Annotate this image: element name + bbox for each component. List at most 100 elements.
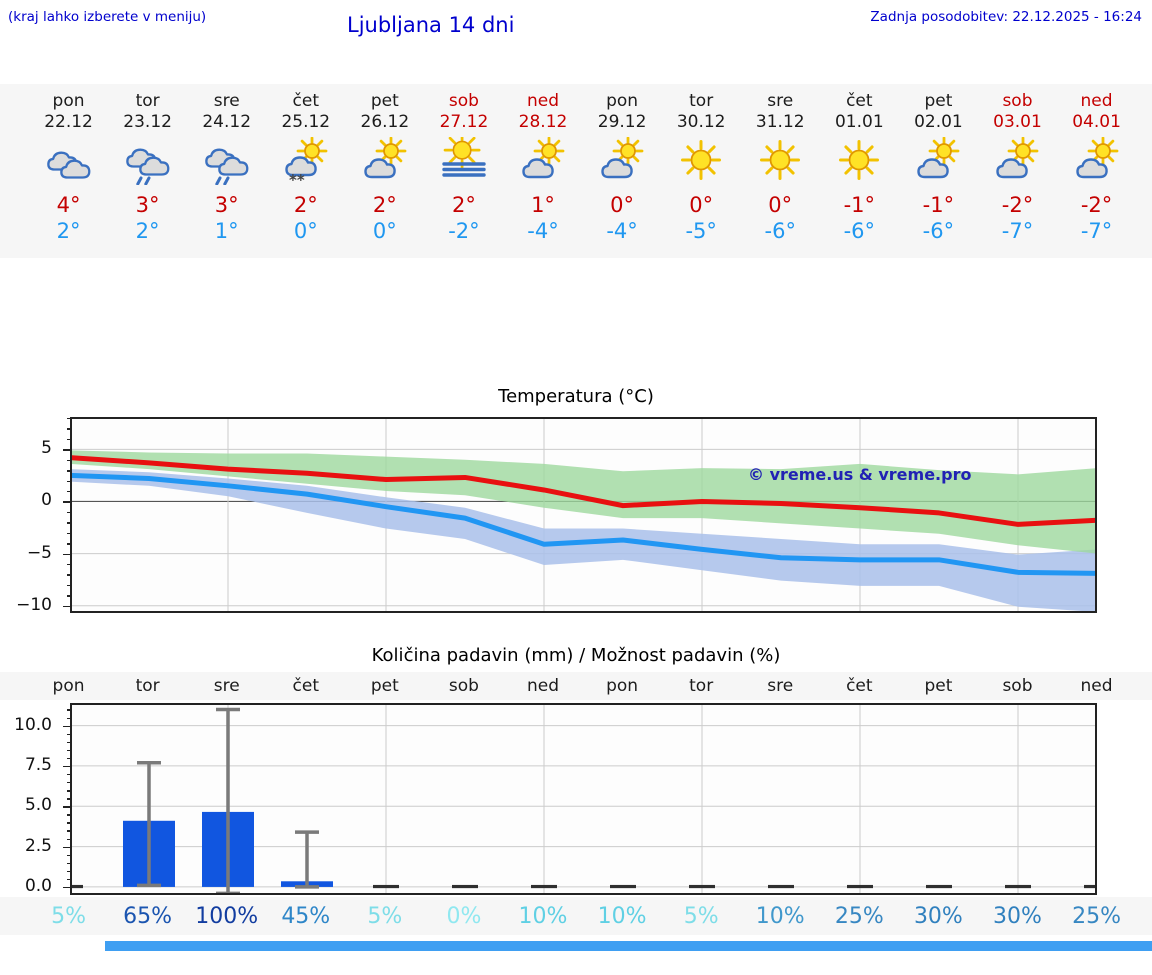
high-temperature: 0° — [610, 193, 635, 217]
precip-day-label: pet — [924, 676, 953, 696]
forecast-day-column: tor 30.12 0° -5° — [662, 84, 741, 258]
minor-tick — [66, 574, 70, 576]
y-tick-label: 10.0 — [14, 714, 52, 735]
weather-icon-partly-sunny — [914, 137, 962, 185]
minor-tick — [66, 814, 70, 816]
day-name: sob — [448, 91, 479, 111]
precip-probability-label: 65% — [123, 904, 173, 929]
low-temperature: 0° — [293, 219, 318, 243]
day-date: 04.01 — [1072, 112, 1121, 132]
precip-day-labels-row: pon tor sre čet pet sob ned pon tor sre čet pet sob n… — [29, 674, 1136, 698]
minor-tick — [66, 798, 70, 800]
low-temperature: -6° — [922, 219, 955, 243]
weather-icon-partly-sunny — [361, 137, 409, 185]
last-updated-text: Zadnja posodobitev: 22.12.2025 - 16:24 — [870, 9, 1142, 25]
low-temperature: 2° — [56, 219, 81, 243]
forecast-day-column: sob 27.12 2° -2° — [424, 84, 503, 258]
low-temperature: -7° — [1001, 219, 1034, 243]
day-name: tor — [135, 91, 160, 111]
minor-tick — [66, 773, 70, 776]
day-name: ned — [1080, 91, 1113, 111]
y-tick-label: 5.0 — [24, 795, 52, 816]
low-temperature: -5° — [685, 219, 717, 243]
high-temperature: 2° — [293, 193, 318, 217]
minor-tick — [66, 870, 70, 873]
low-temperature: 1° — [214, 219, 239, 243]
weather-icon-partly-sunny — [1073, 137, 1121, 185]
day-name: čet — [846, 91, 873, 111]
major-tick — [63, 553, 70, 555]
low-temperature: -2° — [448, 219, 480, 243]
precip-probability-label: 30% — [913, 904, 963, 929]
day-name: sre — [767, 91, 794, 111]
low-temperature: 2° — [135, 219, 160, 243]
precip-day-label: pon — [52, 676, 85, 696]
minor-tick — [66, 511, 70, 514]
high-temperature: 0° — [768, 193, 793, 217]
day-name: sob — [1002, 91, 1033, 111]
menu-hint-text: (kraj lahko izberete v meniju) — [8, 9, 207, 25]
day-name: pon — [606, 91, 639, 111]
weather-icon-cloudy — [45, 137, 93, 185]
y-tick-label: 2.5 — [24, 835, 52, 856]
day-date: 30.12 — [676, 112, 726, 132]
y-tick-label: 5 — [41, 438, 52, 459]
high-temperature: -1° — [922, 193, 955, 217]
precip-day-label: ned — [526, 676, 560, 696]
high-temperature: -1° — [843, 193, 876, 217]
day-date: 23.12 — [123, 112, 172, 132]
precip-probability-label: 30% — [993, 904, 1042, 929]
precip-probability-label: 10% — [597, 904, 647, 929]
minor-tick — [66, 522, 70, 524]
major-tick — [63, 886, 70, 889]
bottom-scrollbar[interactable] — [105, 941, 1152, 951]
forecast-day-column: ned 28.12 1° -4° — [503, 84, 582, 258]
precip-probability-label: 10% — [518, 904, 568, 929]
y-tick-label: 0 — [41, 490, 52, 511]
precip-day-label: ned — [1080, 676, 1113, 696]
precip-day-label: sre — [213, 676, 240, 696]
minor-tick — [66, 459, 70, 462]
major-tick — [63, 605, 70, 608]
precip-day-label: tor — [689, 676, 714, 696]
high-temperature: 0° — [689, 193, 714, 217]
weather-icon-partly-sunny — [993, 137, 1041, 185]
precip-day-label: pet — [370, 676, 399, 696]
precip-day-label: čet — [292, 676, 320, 696]
low-temperature: -4° — [527, 219, 559, 243]
forecast-day-column: sob 03.01 -2° -7° — [978, 84, 1057, 258]
weather-icon-partly-sunny — [598, 137, 646, 185]
precip-probability-label: 5% — [683, 904, 719, 929]
weather-icon-snow-shower — [282, 137, 330, 185]
day-date: 01.01 — [834, 112, 884, 132]
day-name: ned — [526, 91, 560, 111]
day-date: 22.12 — [44, 112, 93, 132]
percent-strip-background — [0, 897, 1152, 935]
precip-probability-label: 25% — [834, 904, 884, 929]
minor-tick — [66, 428, 70, 430]
minor-tick — [66, 757, 70, 760]
precip-day-label: tor — [135, 676, 160, 696]
precipitation-y-axis-labels: 10.0 7.5 5.0 2.5 0.0 — [0, 703, 62, 896]
minor-tick — [66, 470, 70, 472]
forecast-day-column: čet 25.12 2° 0° — [266, 84, 345, 258]
precip-day-label: pon — [606, 676, 639, 696]
high-temperature: 1° — [531, 193, 555, 217]
minor-tick — [66, 862, 70, 865]
low-temperature: 0° — [372, 219, 397, 243]
low-temperature: -4° — [606, 219, 638, 243]
precipitation-y-axis-ticks — [62, 703, 70, 895]
day-date: 29.12 — [597, 112, 647, 132]
precip-probability-row: 5% 65% 100% 45% 5% 0% 10% 10% 5% 10% 25% 30% 30% 25% — [29, 902, 1136, 932]
major-tick — [63, 765, 70, 768]
minor-tick — [66, 564, 70, 566]
precipitation-chart-title: Količina padavin (mm) / Možnost padavin … — [371, 645, 781, 666]
day-date: 03.01 — [993, 112, 1042, 132]
minor-tick — [66, 733, 70, 736]
precip-day-strip-background — [0, 672, 1152, 700]
weather-icon-fog-sun — [440, 137, 488, 185]
day-date: 02.01 — [914, 112, 963, 132]
high-temperature: -2° — [1001, 193, 1034, 217]
forecast-day-column: pet 26.12 2° 0° — [345, 84, 424, 258]
